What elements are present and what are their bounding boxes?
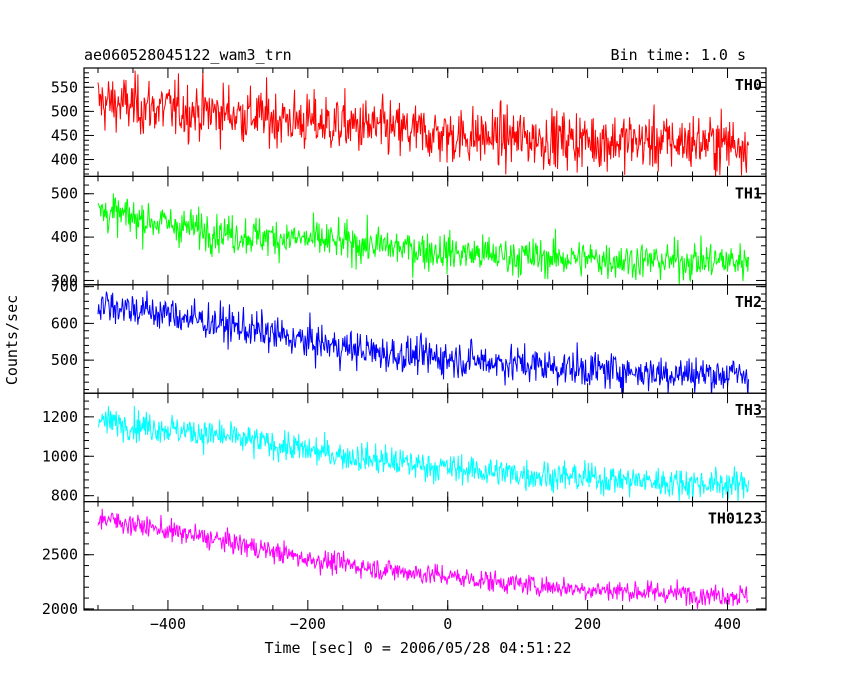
panels-group: 400 450 500 550 TH0 300 400 500 TH1 500 600 700 TH2 8… <box>42 67 767 633</box>
series-line-th0123 <box>97 508 749 609</box>
x-tick-label: −200 <box>290 615 326 633</box>
y-tick-label: 500 <box>51 351 78 369</box>
panel-frame-th3 <box>83 392 767 503</box>
y-tick-label: 1000 <box>42 447 78 465</box>
x-tick-label: −400 <box>150 615 186 633</box>
panel-frame-th2 <box>83 284 767 394</box>
y-tick-label: 1200 <box>42 408 78 426</box>
y-tick-label: 700 <box>51 278 78 296</box>
y-tick-label: 600 <box>51 314 78 332</box>
x-tick-label: 200 <box>574 615 601 633</box>
series-line-th0 <box>97 70 750 177</box>
panel-label-th2: TH2 <box>735 293 762 311</box>
y-tick-label: 300 <box>51 271 78 289</box>
series-line-th1 <box>97 193 750 285</box>
y-tick-label: 550 <box>51 78 78 96</box>
y-tick-label: 500 <box>51 185 78 203</box>
bin-time-label: Bin time: 1.0 s <box>611 46 746 64</box>
y-tick-label: 450 <box>51 126 78 144</box>
y-tick-label: 2000 <box>42 600 78 618</box>
panel-label-th3: TH3 <box>735 401 762 419</box>
panel-label-th1: TH1 <box>735 184 762 202</box>
y-axis-label: Counts/sec <box>3 295 21 385</box>
y-tick-label: 2500 <box>42 546 78 564</box>
x-axis-label: Time [sec] 0 = 2006/05/28 04:51:22 <box>264 639 571 657</box>
series-line-th3 <box>97 406 750 502</box>
y-tick-label: 400 <box>51 151 78 169</box>
panel-label-th0123: TH0123 <box>708 510 762 528</box>
y-tick-label: 400 <box>51 228 78 246</box>
y-tick-label: 800 <box>51 487 78 505</box>
chart-title: ae060528045122_wam3_trn <box>84 46 292 64</box>
x-tick-label: 0 <box>443 615 452 633</box>
y-tick-label: 500 <box>51 102 78 120</box>
series-line-th2 <box>97 290 750 394</box>
x-tick-label: 400 <box>714 615 741 633</box>
panel-frame-th0123 <box>83 501 767 611</box>
panel-label-th0: TH0 <box>735 76 762 94</box>
